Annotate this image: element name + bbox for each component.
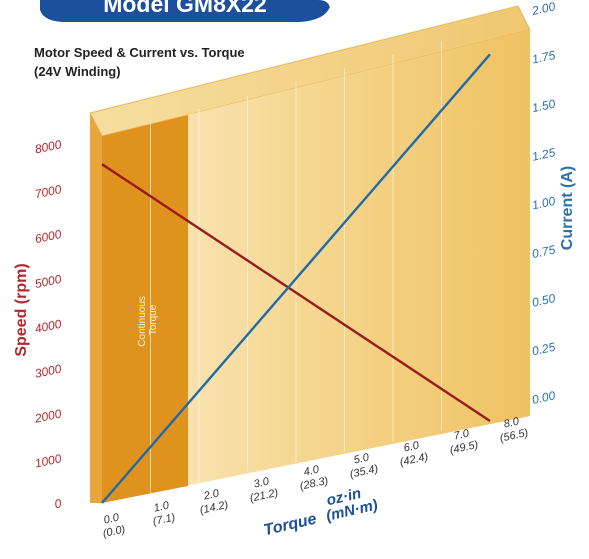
left-tick-label: 3000 [34, 362, 63, 381]
vertical-gridlines [150, 40, 442, 493]
x-tick-label-ozin: 0.0 [103, 511, 121, 526]
x-tick-label-ozin: 5.0 [353, 451, 371, 466]
current-axis-label: Current (A) [559, 166, 576, 250]
left-tick-label: 7000 [34, 182, 63, 201]
right-tick-label: 0.50 [531, 291, 557, 310]
continuous-torque-label-word1: Continuous [137, 296, 148, 347]
panel-back [102, 30, 530, 503]
x-tick-label-mnm: (28.3) [299, 475, 330, 493]
right-tick-label: 1.00 [531, 194, 557, 213]
x-tick-label-ozin: 6.0 [403, 439, 421, 454]
x-tick-label-mnm: (42.4) [399, 451, 430, 469]
x-tick-label-mnm: (35.4) [349, 463, 380, 481]
x-tick-label-mnm: (14.2) [199, 499, 230, 517]
x-tick: 0.0(0.0) [102, 511, 127, 540]
panel-left-side [90, 113, 102, 503]
x-tick-label-mnm: (56.5) [499, 427, 530, 445]
left-axis-ticks: 0 1000 2000 3000 4000 5000 6000 7000 8000 [33, 137, 63, 511]
continuous-torque-label-word2: Torque [148, 304, 159, 335]
speed-axis-label: Speed (rpm) [13, 263, 30, 356]
right-tick-label: 1.50 [531, 97, 557, 116]
right-tick-label: 0.00 [531, 388, 557, 407]
right-tick-label: 0.25 [531, 340, 557, 359]
x-tick-label-mnm: (7.1) [152, 511, 177, 528]
right-tick-label: 2.00 [530, 0, 557, 18]
x-tick: 2.0(14.2) [199, 487, 230, 517]
x-tick-label-mnm: (0.0) [102, 523, 127, 540]
left-tick-label: 6000 [34, 227, 63, 246]
speed-series-line [101, 163, 491, 423]
chart-panel [89, 5, 531, 503]
continuous-torque-region [102, 115, 188, 503]
x-axis-ticks: 0.0(0.0) 1.0(7.1) 2.0(14.2) 3.0(21.2) 4.0(28… [102, 415, 530, 540]
x-tick-label-ozin: 2.0 [202, 487, 221, 502]
current-series-line [101, 53, 491, 504]
x-tick: 7.0(49.5) [449, 427, 480, 457]
x-tick: 6.0(42.4) [399, 439, 430, 469]
left-tick-label: 5000 [34, 272, 63, 291]
series-lines [101, 53, 491, 504]
x-tick: 4.0(28.3) [299, 463, 330, 493]
chart-title: Motor Speed & Current vs. Torque [34, 45, 245, 60]
x-tick-label-mnm: (49.5) [449, 439, 480, 457]
model-title: Model GM8X22 [103, 0, 267, 17]
x-tick-label-ozin: 8.0 [503, 415, 521, 430]
left-tick-label: 8000 [34, 137, 63, 156]
left-tick-label: 2000 [33, 406, 63, 426]
x-tick: 8.0(56.5) [499, 415, 530, 445]
x-tick-label-ozin: 7.0 [453, 427, 471, 442]
x-tick-label-ozin: 4.0 [303, 463, 321, 478]
x-tick-label-ozin: 1.0 [153, 499, 171, 514]
right-axis-ticks: 0.00 0.25 0.50 0.75 1.00 1.25 1.50 1.75 2.00 [530, 0, 557, 407]
right-tick-label: 0.75 [531, 242, 557, 261]
right-tick-label: 1.25 [531, 145, 557, 164]
x-tick: 1.0(7.1) [152, 499, 177, 528]
torque-axis-label: Torque [262, 511, 318, 540]
left-tick-label: 0 [53, 496, 63, 511]
right-tick-label: 1.75 [531, 48, 557, 67]
left-tick-label: 1000 [34, 451, 63, 470]
chart-subtitle: (24V Winding) [34, 64, 121, 79]
x-tick: 3.0(21.2) [249, 475, 280, 505]
left-tick-label: 4000 [34, 317, 63, 336]
model-banner: Model GM8X22 [40, 0, 330, 22]
x-tick-label-mnm: (21.2) [249, 487, 280, 505]
x-tick-label-ozin: 3.0 [253, 475, 271, 490]
continuous-torque-label: Continuous Torque [137, 293, 159, 346]
x-tick: 5.0(35.4) [349, 451, 380, 481]
